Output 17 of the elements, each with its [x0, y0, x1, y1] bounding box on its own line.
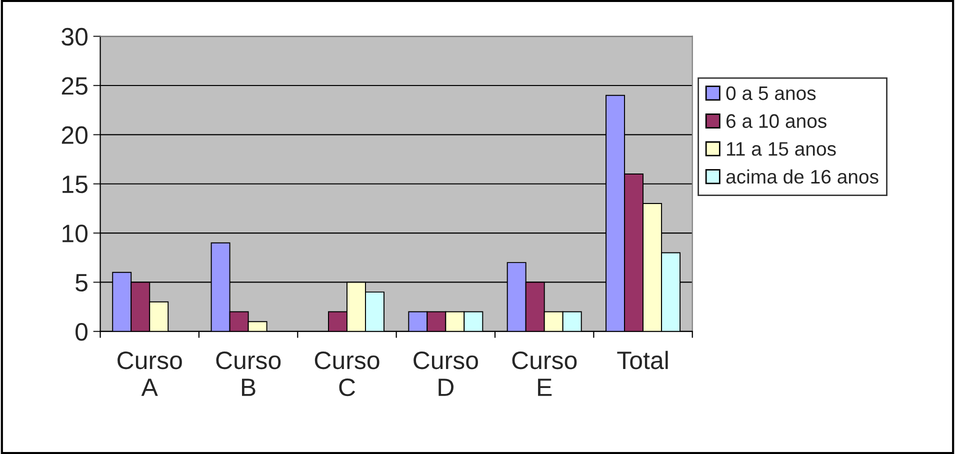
x-tick-label: Curso D [414, 352, 478, 396]
legend-label: acima de 16 anos [726, 169, 878, 184]
legend-label: 0 a 5 anos [726, 86, 816, 100]
x-tick-label: Curso B [216, 352, 281, 396]
y-tick-label: 10 [62, 224, 88, 242]
x-tick-label: Total [617, 350, 668, 370]
x-tick-label: Curso E [512, 352, 577, 396]
legend-label: 11 a 15 anos [727, 142, 836, 156]
y-tick-label: 15 [62, 176, 88, 194]
x-tick-label: Curso A [118, 352, 182, 396]
y-tick-label: 5 [76, 274, 88, 292]
y-tick-label: 20 [62, 126, 88, 144]
x-tick-label: Curso C [314, 352, 380, 396]
y-tick-label: 30 [62, 28, 88, 46]
legend-label: 6 a 10 anos [726, 114, 826, 128]
y-tick-label: 25 [62, 77, 88, 95]
y-tick-label: 0 [76, 323, 88, 341]
